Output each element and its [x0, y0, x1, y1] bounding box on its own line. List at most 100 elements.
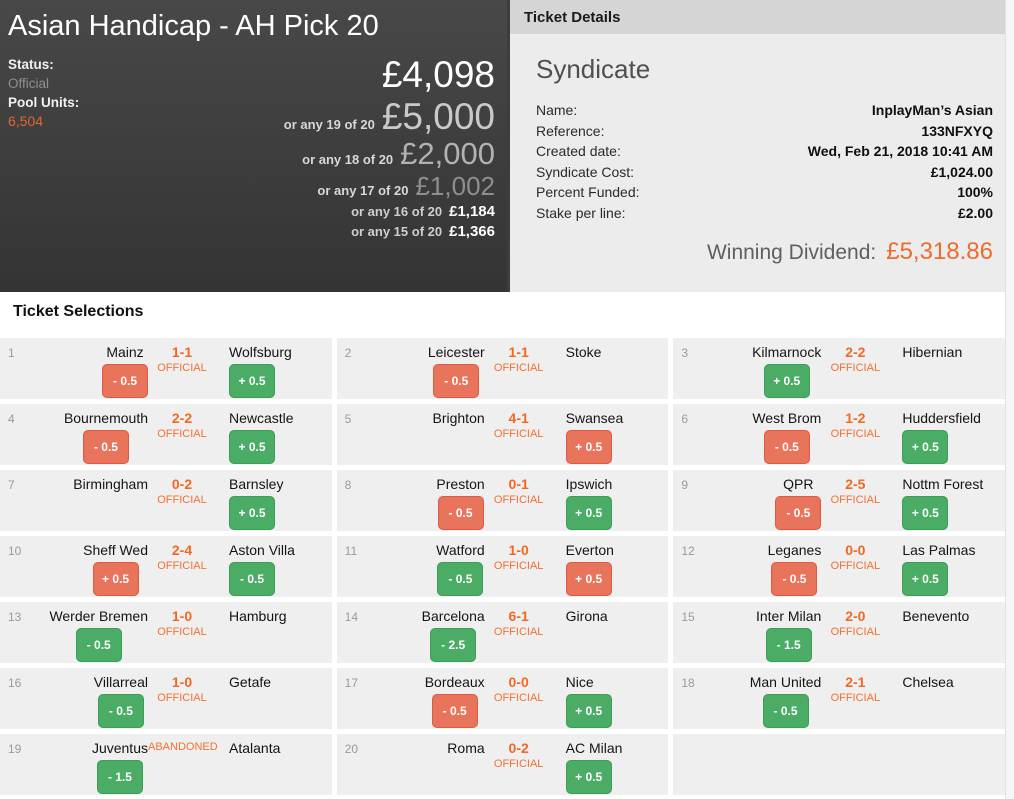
page-title: Asian Handicap - AH Pick 20: [8, 10, 379, 42]
result-column: 1-0 OFFICIAL: [485, 542, 553, 597]
away-column: Nice + 0.5: [553, 674, 669, 729]
selection-cell: 11 Watford - 0.5 1-0 OFFICIAL Everton + …: [336, 536, 669, 597]
home-column: Villarreal - 0.5: [26, 674, 148, 729]
result-column: 1-0 OFFICIAL: [148, 674, 216, 729]
consolation-amount: £1,002: [415, 171, 495, 202]
match-score: 1-0: [171, 608, 193, 624]
selection-number: 1: [8, 346, 15, 360]
result-column: 1-2 OFFICIAL: [821, 410, 889, 465]
ticket-details-panel: Ticket Details Syndicate Name: InplayMan…: [507, 0, 1005, 292]
pool-units-value: 6,504: [8, 113, 44, 130]
result-column: 0-1 OFFICIAL: [485, 476, 553, 531]
consolation-row: or any 15 of 20 £1,366: [284, 223, 495, 241]
home-team-name: Werder Bremen: [49, 608, 148, 624]
detail-field-row: Stake per line: £2.00: [536, 203, 993, 224]
away-column: Hamburg: [216, 608, 332, 663]
selection-cell: 6 West Brom - 0.5 1-2 OFFICIAL Huddersfi…: [673, 404, 1005, 465]
winning-dividend-row: Winning Dividend: £5,318.86: [536, 238, 993, 266]
away-column: Benevento: [889, 608, 1005, 663]
result-column: 2-2 OFFICIAL: [148, 410, 216, 465]
away-handicap-badge: + 0.5: [565, 760, 612, 794]
home-column: West Brom - 0.5: [699, 410, 821, 465]
away-column: Atalanta: [216, 740, 332, 795]
pool-info: Status: Official Pool Units: 6,504: [8, 55, 284, 241]
away-handicap-badge: + 0.5: [565, 496, 612, 530]
result-column: 6-1 OFFICIAL: [485, 608, 553, 663]
selection-number: 12: [681, 544, 695, 558]
consolation-row: or any 17 of 20 £1,002: [284, 172, 495, 201]
away-handicap-badge: + 0.5: [565, 562, 612, 596]
away-team-name: Girona: [565, 608, 608, 624]
away-team-name: Las Palmas: [902, 542, 976, 558]
away-team-name: Swansea: [565, 410, 624, 426]
away-team-name: AC Milan: [565, 740, 623, 756]
away-team-name: Barnsley: [229, 476, 284, 492]
home-column: Leganes - 0.5: [699, 542, 821, 597]
home-column: Kilmarnock + 0.5: [699, 344, 821, 399]
home-handicap-badge: - 1.5: [96, 760, 143, 794]
result-column: 2-5 OFFICIAL: [821, 476, 889, 531]
away-column: Las Palmas + 0.5: [889, 542, 1005, 597]
home-team-name: West Brom: [752, 410, 822, 426]
away-team-name: Atalanta: [229, 740, 281, 756]
home-team-name: Sheff Wed: [83, 542, 148, 558]
detail-field-value: 100%: [957, 184, 993, 200]
selection-number: 18: [681, 676, 695, 690]
detail-field-label: Stake per line:: [536, 204, 626, 221]
detail-field-row: Created date: Wed, Feb 21, 2018 10:41 AM: [536, 141, 993, 162]
match-status: OFFICIAL: [157, 692, 207, 704]
match-status: OFFICIAL: [830, 692, 881, 704]
home-team-name: Kilmarnock: [752, 344, 822, 360]
away-team-name: Benevento: [902, 608, 970, 624]
home-team-name: Preston: [436, 476, 485, 492]
detail-field-row: Reference: 133NFXYQ: [536, 121, 993, 142]
home-team-name: Roma: [447, 740, 485, 756]
home-column: QPR - 0.5: [699, 476, 822, 531]
away-team-name: Nice: [565, 674, 594, 690]
home-column: Sheff Wed + 0.5: [26, 542, 148, 597]
away-team-name: Chelsea: [902, 674, 954, 690]
pool-header-panel: Asian Handicap - AH Pick 20 Status: Offi…: [0, 0, 507, 292]
away-team-name: Wolfsburg: [229, 344, 292, 360]
result-column: 2-4 OFFICIAL: [148, 542, 216, 597]
home-handicap-badge: - 0.5: [762, 694, 809, 728]
away-team-name: Hamburg: [229, 608, 287, 624]
home-column: Bournemouth - 0.5: [26, 410, 148, 465]
selection-cell: 19 Juventus - 1.5 ABANDONED Atalanta: [0, 734, 332, 795]
away-handicap-badge: + 0.5: [229, 430, 275, 464]
empty-cell: [673, 734, 1005, 795]
home-column: Werder Bremen - 0.5: [26, 608, 148, 663]
selection-number: 16: [8, 676, 22, 690]
syndicate-title: Syndicate: [536, 54, 651, 84]
result-column: 4-1 OFFICIAL: [485, 410, 553, 465]
selection-cell: 8 Preston - 0.5 0-1 OFFICIAL Ipswich + 0…: [336, 470, 669, 531]
home-team-name: Bordeaux: [424, 674, 485, 690]
selection-number: 19: [8, 742, 22, 756]
consolation-amount: £1,184: [449, 203, 495, 221]
home-column: Watford - 0.5: [363, 542, 485, 597]
detail-field-label: Name:: [536, 102, 578, 118]
match-status: ABANDONED: [148, 741, 218, 753]
winning-dividend-label: Winning Dividend:: [706, 241, 877, 264]
consolation-amount: £1,366: [449, 223, 495, 241]
away-column: Aston Villa - 0.5: [216, 542, 332, 597]
match-status: OFFICIAL: [830, 428, 881, 440]
match-score: 0-2: [508, 740, 529, 756]
selection-cell: 5 Brighton 4-1 OFFICIAL Swansea + 0.5: [336, 404, 669, 465]
consolation-amount: £5,000: [381, 96, 495, 138]
home-team-name: Barcelona: [421, 608, 485, 624]
selection-number: 9: [681, 478, 689, 492]
away-team-name: Nottm Forest: [902, 476, 984, 492]
away-handicap-badge: + 0.5: [565, 430, 612, 464]
match-score: 1-0: [171, 674, 193, 690]
detail-field-list: Name: InplayMan’s Asian Reference: 133NF…: [536, 100, 993, 223]
selection-number: 13: [8, 610, 22, 624]
consolation-list: or any 19 of 20 £5,000 or any 18 of 20 £…: [284, 96, 495, 241]
consolation-prefix: or any 15 of 20: [351, 224, 443, 240]
page-scrollbar[interactable]: [1005, 0, 1014, 799]
home-team-name: Leicester: [427, 344, 485, 360]
away-team-name: Everton: [565, 542, 614, 558]
pool-units-label: Pool Units:: [8, 95, 80, 111]
match-score: 2-2: [845, 344, 866, 360]
match-score: 4-1: [508, 410, 529, 426]
